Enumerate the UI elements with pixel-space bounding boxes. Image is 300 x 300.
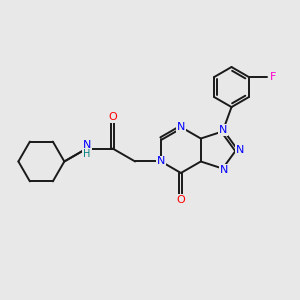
Text: N: N [236,145,244,155]
Text: O: O [176,195,185,205]
Text: N: N [220,165,228,175]
Text: N: N [218,125,227,135]
Text: N: N [177,122,185,132]
Text: N: N [157,157,165,166]
Text: O: O [108,112,117,122]
Text: N: N [82,140,91,150]
Text: F: F [270,72,276,82]
Text: H: H [83,149,91,159]
